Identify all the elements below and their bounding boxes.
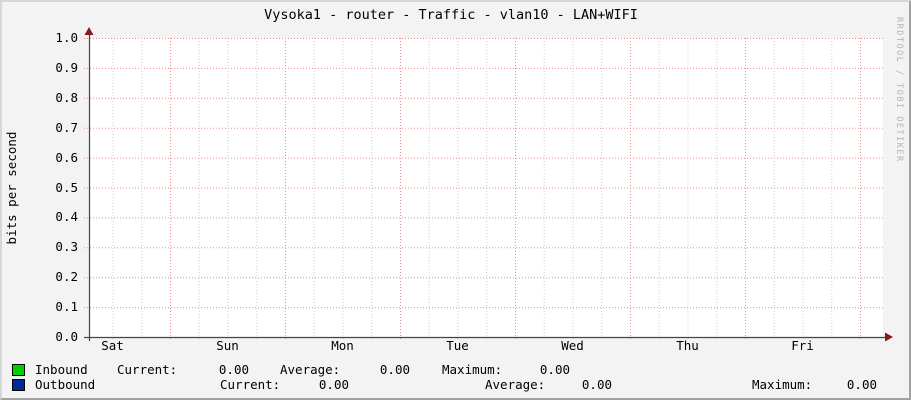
inbound-average-label: Average: <box>280 362 341 377</box>
legend-row-outbound: Outbound Current: 0.00 Average: 0.00 Max… <box>2 377 909 393</box>
y-tick-label: 0.6 <box>55 149 78 165</box>
outbound-current-value: 0.00 <box>318 377 349 392</box>
inbound-average-value: 0.00 <box>379 362 410 377</box>
inbound-current-value: 0.00 <box>218 362 249 377</box>
x-day-label: Sun <box>216 338 239 353</box>
x-day-label: Fri <box>791 338 814 353</box>
inbound-series-label: Inbound <box>35 362 88 377</box>
legend-row-inbound: Inbound Current: 0.00 Average: 0.00 Maxi… <box>2 362 909 378</box>
y-tick-label: 0.1 <box>55 299 78 315</box>
y-tick-label: 0.5 <box>55 179 78 195</box>
outbound-current-label: Current: <box>220 377 281 392</box>
y-tick-label: 0.9 <box>55 59 78 75</box>
y-tick-label: 0.7 <box>55 119 78 135</box>
outbound-average-label: Average: <box>485 377 546 392</box>
x-day-label: Thu <box>676 338 699 353</box>
y-tick-label: 0.8 <box>55 89 78 105</box>
x-day-label: Tue <box>446 338 469 353</box>
x-day-label: Wed <box>561 338 584 353</box>
y-tick-label: 0.3 <box>55 239 78 255</box>
inbound-current-label: Current: <box>117 362 178 377</box>
outbound-average-value: 0.00 <box>581 377 612 392</box>
rrdtool-watermark: RRDTOOL / TOBI OETIKER <box>894 17 904 163</box>
outbound-color-swatch <box>12 379 25 391</box>
x-day-label: Mon <box>331 338 354 353</box>
y-tick-label: 1.0 <box>55 30 78 45</box>
x-day-label: Sat <box>101 338 124 353</box>
y-tick-label: 0.2 <box>55 269 78 285</box>
outbound-maximum-label: Maximum: <box>752 377 813 392</box>
outbound-series-label: Outbound <box>35 377 96 392</box>
inbound-maximum-value: 0.00 <box>539 362 570 377</box>
inbound-color-swatch <box>12 364 25 376</box>
inbound-maximum-label: Maximum: <box>442 362 503 377</box>
y-tick-label: 0.4 <box>55 209 78 225</box>
graph-title: Vysoka1 - router - Traffic - vlan10 - LA… <box>264 7 638 23</box>
outbound-maximum-value: 0.00 <box>846 377 877 392</box>
y-tick-label: 0.0 <box>55 329 78 344</box>
